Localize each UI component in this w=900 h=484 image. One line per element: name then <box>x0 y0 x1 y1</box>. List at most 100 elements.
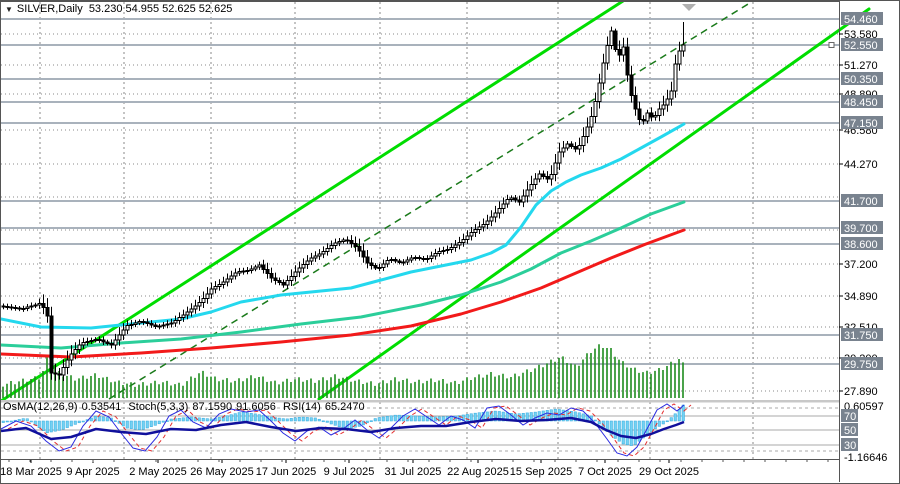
osma-histogram-bar <box>681 404 685 422</box>
osma-histogram-bar <box>241 412 245 422</box>
candle-body <box>265 268 270 275</box>
osma-histogram-bar <box>421 416 425 422</box>
trend-channel-line[interactable] <box>1 1 625 403</box>
osma-histogram-bar <box>469 413 473 422</box>
candle-body <box>581 136 586 146</box>
osma-histogram-bar <box>273 417 277 422</box>
candle-body <box>449 247 454 251</box>
candle-body <box>377 266 382 269</box>
candle-body <box>357 246 362 252</box>
osma-histogram-bar <box>625 420 629 446</box>
osma-histogram-bar <box>617 420 621 442</box>
trend-channel-line[interactable] <box>317 7 871 401</box>
price-level-badge-bg <box>841 72 883 85</box>
arrow-down-marker-icon[interactable] <box>682 4 696 11</box>
osma-histogram-bar <box>305 417 309 422</box>
candle-body <box>337 241 342 244</box>
candle-body <box>649 112 654 118</box>
osma-histogram-bar <box>325 420 329 423</box>
candle-body <box>485 220 490 225</box>
candle-body <box>309 257 314 262</box>
price-level-badge-bg <box>841 38 883 51</box>
candle-body <box>213 286 218 290</box>
candle-body <box>637 108 642 121</box>
price-level-badge-bg <box>841 357 883 370</box>
price-level-badge-bg <box>841 237 883 250</box>
osma-histogram-bar <box>281 418 285 422</box>
subwindow-separator[interactable] <box>1 400 839 403</box>
candle-body <box>297 267 302 273</box>
price-axis-label: 51.270 <box>844 60 878 72</box>
osma-histogram-bar <box>677 409 681 422</box>
candle-body <box>525 189 530 197</box>
osma-histogram-bar <box>409 415 413 422</box>
osma-histogram-bar <box>253 413 257 422</box>
candle-body <box>513 197 518 201</box>
candle-body <box>289 275 294 282</box>
trendline-handle[interactable] <box>828 42 835 48</box>
candle-body <box>257 264 262 268</box>
candle-body <box>245 269 250 272</box>
candle-body <box>137 321 142 324</box>
osma-histogram-bar <box>225 415 229 422</box>
osma-histogram-bar <box>65 420 69 428</box>
candle-body <box>169 322 174 325</box>
quote-open: 53.230 <box>88 3 123 15</box>
candle-body <box>173 319 178 324</box>
candle-body <box>565 143 570 149</box>
candle-body <box>277 279 282 284</box>
candle-body <box>321 251 326 255</box>
candle-body <box>85 340 90 343</box>
candle-body <box>425 258 430 261</box>
candle-body <box>329 245 334 249</box>
candle-body <box>473 229 478 234</box>
candle-body <box>37 303 42 306</box>
candle-body <box>269 273 274 279</box>
osma-histogram-bar <box>629 420 633 446</box>
osma-histogram-bar <box>361 420 365 426</box>
osma-histogram-bar <box>497 411 501 422</box>
candle-body <box>413 257 418 259</box>
candle-body <box>101 339 106 343</box>
candle-body <box>573 145 578 150</box>
osma-histogram-bar <box>365 420 369 424</box>
candle-body <box>673 63 678 92</box>
candle-body <box>105 341 110 344</box>
candle-body <box>149 322 154 326</box>
candle-body <box>249 268 254 271</box>
candle-body <box>561 147 566 153</box>
candle-body <box>9 306 14 309</box>
osma-histogram-bar <box>249 413 253 422</box>
price-level-badge: 52.550 <box>844 40 878 52</box>
candle-body <box>457 241 462 246</box>
osma-histogram-bar <box>465 414 469 422</box>
osma-histogram-bar <box>637 420 641 442</box>
candle-body <box>253 266 258 270</box>
candle-body <box>505 198 510 205</box>
osma-histogram-bar <box>17 419 21 422</box>
osma-histogram-bar <box>133 420 137 430</box>
rsi-label: RSI(14) <box>282 401 321 413</box>
candle-body <box>233 272 238 277</box>
date-axis-label: 17 Jun 2025 <box>256 466 317 478</box>
osma-histogram-bar <box>633 420 637 445</box>
osma-histogram-bar <box>169 418 173 422</box>
osma-histogram-bar <box>341 420 345 429</box>
candle-body <box>497 208 502 214</box>
osma-histogram-bar <box>245 412 249 422</box>
ma-slow-red <box>1 228 686 359</box>
dashed-trendline[interactable] <box>108 1 754 400</box>
osma-histogram-bar <box>237 412 241 422</box>
candle-body <box>133 322 138 325</box>
osma-histogram-bar <box>501 411 505 422</box>
osma-histogram-bar <box>121 420 125 427</box>
osma-histogram-bar <box>301 416 305 422</box>
candle-body <box>193 305 198 310</box>
symbol-dropdown-icon[interactable]: ▼ <box>5 5 13 14</box>
candle-body <box>301 264 306 269</box>
osma-histogram-bar <box>81 420 85 423</box>
oscillator-level-badge: 30 <box>844 440 856 452</box>
candle-body <box>529 183 534 191</box>
